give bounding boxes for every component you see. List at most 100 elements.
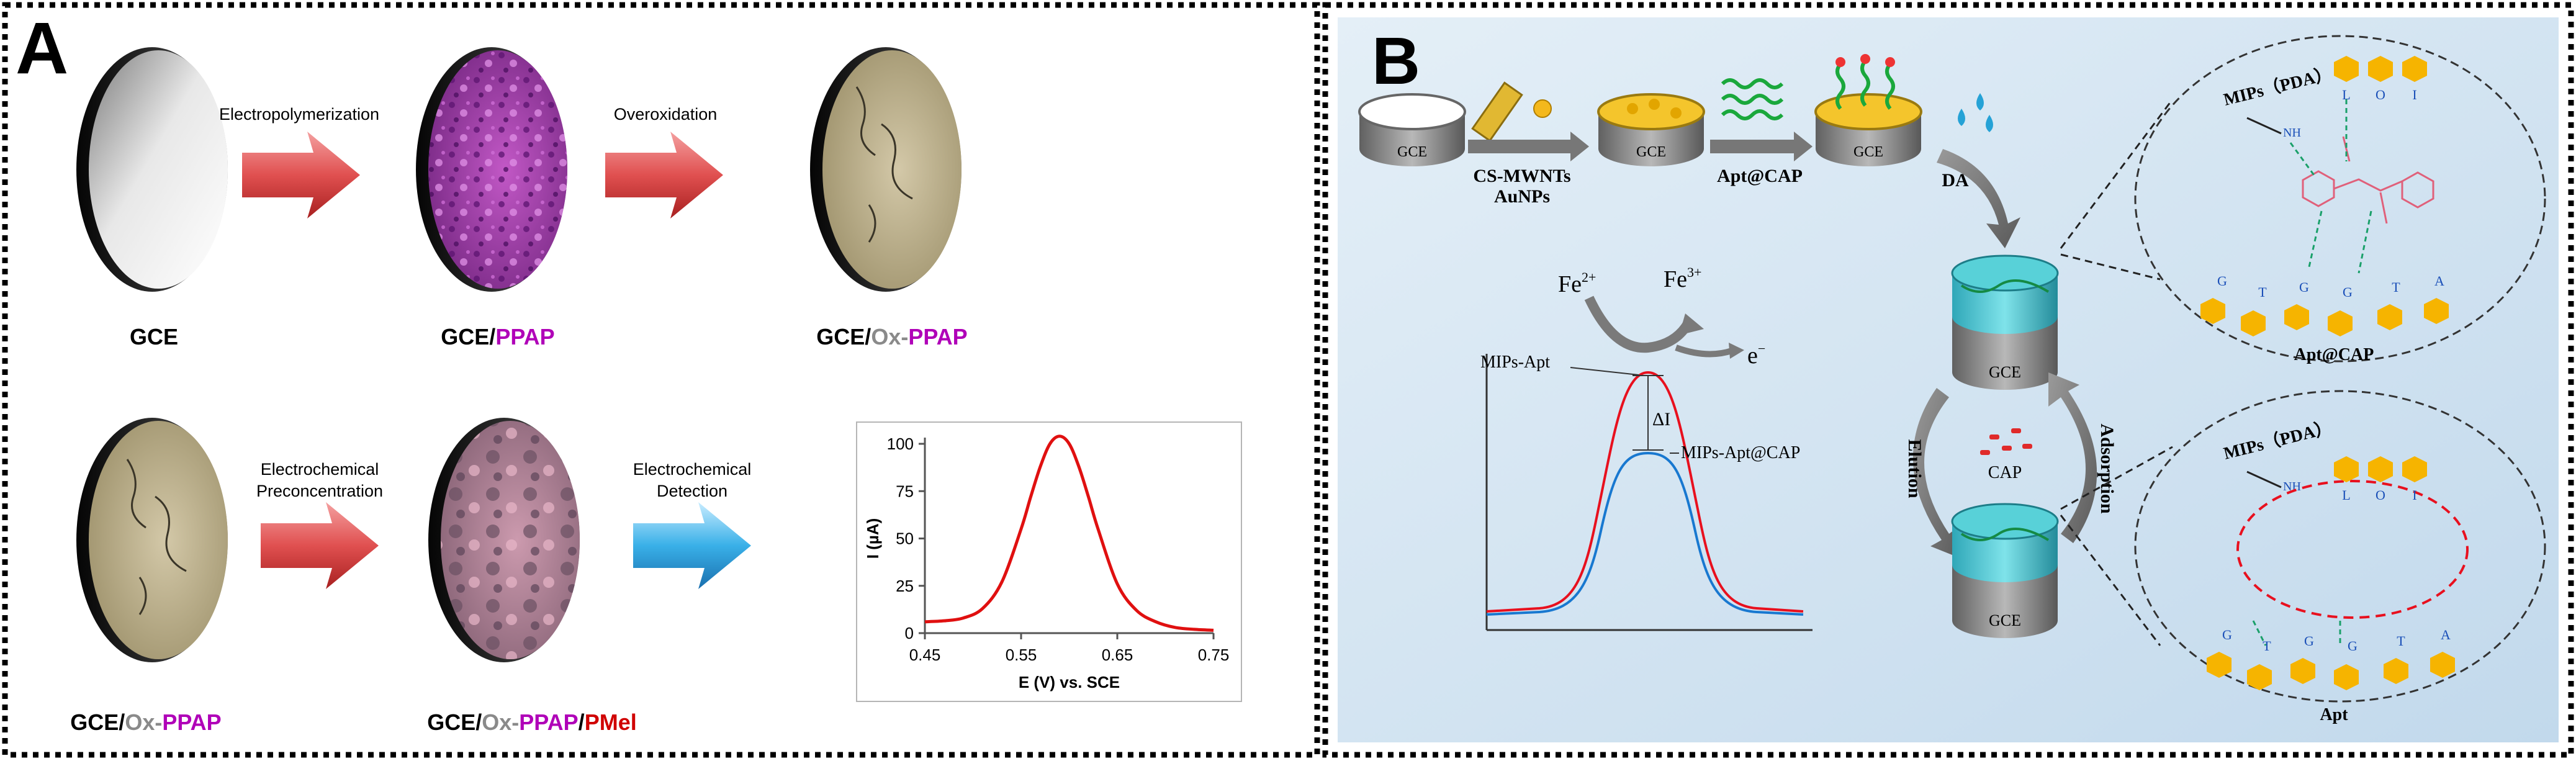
caption-gce-ox-ppap: GCE/Ox-PPAP xyxy=(816,324,967,349)
y-tick-label: 0 xyxy=(905,624,914,642)
step-aunps: AuNPs xyxy=(1494,186,1550,207)
voltammogram-chart: 0 25 50 75 100 0.45 0.55 0.65 0.75 I (µA) E (V)… xyxy=(856,421,1242,702)
step-detection-l2: Detection xyxy=(657,482,727,500)
inset-curve-mips-apt-cap xyxy=(1486,451,1804,616)
label-mips-apt-cap: MIPs-Apt@CAP xyxy=(1681,443,1800,462)
bottom-base-6: A xyxy=(2434,273,2444,289)
imprinted-cavity xyxy=(2236,480,2469,619)
label-mips-apt: MIPs-Apt xyxy=(1480,353,1550,372)
electrode-label-1: GCE xyxy=(1397,144,1427,160)
electrode-mips-top: GCE xyxy=(1951,254,2059,390)
electrode-label-3: GCE xyxy=(1853,144,1883,160)
cap-molecule-structure xyxy=(2302,136,2434,224)
b-hydrogen-bonds xyxy=(2252,620,2341,646)
zoom-top-bottom-bases: G T G G T A xyxy=(2200,273,2449,336)
aunp-icon xyxy=(1533,99,1552,118)
y-tick-label: 50 xyxy=(896,529,914,548)
inset-curve-mips-apt xyxy=(1486,371,1804,613)
zoom-top-top-bases: L O I xyxy=(2334,56,2427,102)
electrode-label-4: GCE xyxy=(1989,363,2021,381)
arrow-step-1 xyxy=(1468,132,1589,161)
zoom-bottom-caption: Apt xyxy=(2320,705,2348,724)
b-top-base-2: O xyxy=(2376,487,2385,503)
bottom-base-3: G xyxy=(2299,279,2309,295)
step-da: DA xyxy=(1942,170,1969,191)
bottom-base-2: T xyxy=(2258,284,2267,300)
top-base-2: O xyxy=(2376,87,2385,102)
electron-label: e− xyxy=(1747,341,1765,369)
arrow-da xyxy=(1937,149,2020,248)
aptamer-cluster xyxy=(1721,78,1784,120)
arrow-step-2 xyxy=(1710,132,1813,161)
electrode-label-5: GCE xyxy=(1989,611,2021,629)
da-droplets-icon xyxy=(1958,93,1993,132)
x-axis-label: E (V) vs. SCE xyxy=(1019,673,1120,691)
y-tick-label: 100 xyxy=(887,435,914,453)
panel-a-label: A xyxy=(16,7,68,89)
x-tick-label: 0.65 xyxy=(1102,646,1133,664)
fe2-label: Fe2+ xyxy=(1558,269,1596,297)
fe3-label: Fe3+ xyxy=(1664,264,1701,292)
b-bottom-base-5: T xyxy=(2397,633,2405,649)
x-tick-label: 0.55 xyxy=(1006,646,1037,664)
step-adsorption: Adsorption xyxy=(2097,423,2117,513)
zoom-lines xyxy=(2060,99,2174,646)
arrow-electropolymerization xyxy=(242,132,360,218)
redox-arrow xyxy=(1584,295,1693,353)
step-overoxidation: Overoxidation xyxy=(614,105,718,124)
caption-gce-ox-ppap-2: GCE/Ox-PPAP xyxy=(70,709,221,735)
y-tick-label: 75 xyxy=(896,482,914,500)
disc-gce-ox-ppap xyxy=(810,47,961,292)
x-tick-label: 0.45 xyxy=(909,646,941,664)
zoom-bottom-nh: NH xyxy=(2283,480,2301,493)
step-electropolymerization: Electropolymerization xyxy=(219,105,379,124)
bottom-base-4: G xyxy=(2343,284,2353,300)
top-base-3: I xyxy=(2412,87,2416,102)
step-apt-cap: Apt@CAP xyxy=(1717,166,1803,186)
inset-voltammogram: ΔI MIPs-Apt MIPs-Apt@CAP Fe2+ Fe3+ e− xyxy=(1480,264,1813,631)
electrode-modified: GCE xyxy=(1597,93,1705,166)
electrode-apt: GCE xyxy=(1814,54,1922,166)
top-base-1: L xyxy=(2342,87,2350,102)
electrode-label-2: GCE xyxy=(1636,144,1666,160)
hydrogen-bonds xyxy=(2289,99,2372,274)
step-cs-mwnts: CS-MWNTs xyxy=(1473,166,1570,186)
bottom-base-1: G xyxy=(2217,273,2227,289)
disc-gce-ox-ppap-2 xyxy=(76,418,228,662)
caption-gce-ppap: GCE/PPAP xyxy=(441,324,554,349)
b-bottom-base-2: T xyxy=(2263,638,2271,654)
disc-gce-ppap xyxy=(416,47,567,292)
b-bottom-base-4: G xyxy=(2348,638,2358,654)
arrow-preconcentration xyxy=(261,502,379,589)
step-preconcentration-l1: Electrochemical xyxy=(261,460,379,479)
step-cap: CAP xyxy=(1988,463,2022,482)
cap-molecules-icon xyxy=(1980,428,2032,455)
bottom-base-5: T xyxy=(2392,279,2400,295)
delta-i-label: ΔI xyxy=(1652,409,1670,430)
zoom-bottom-bottom-bases: G T G G T A xyxy=(2207,627,2455,690)
disc-gce-ox-ppap-pmel xyxy=(428,418,580,662)
b-top-base-3: I xyxy=(2412,487,2416,503)
zoom-top-nh: NH xyxy=(2283,126,2301,140)
disc-gce xyxy=(76,47,228,292)
b-bottom-base-6: A xyxy=(2441,627,2451,642)
arrow-adsorption xyxy=(2048,372,2097,543)
series-line-peak xyxy=(924,435,1214,632)
arrow-elution xyxy=(1912,388,1961,559)
zoom-bottom-top-bases: L O I xyxy=(2334,456,2427,503)
step-detection-l1: Electrochemical xyxy=(633,460,752,479)
b-bottom-base-3: G xyxy=(2304,633,2314,649)
y-tick-label: 25 xyxy=(896,577,914,595)
zoom-top-caption: Apt@CAP xyxy=(2294,345,2374,364)
step-preconcentration-l2: Preconcentration xyxy=(256,482,383,500)
caption-gce: GCE xyxy=(130,324,178,349)
y-axis-label: I (µA) xyxy=(863,518,882,559)
step-elution: Elution xyxy=(1904,439,1925,498)
caption-gce-ox-ppap-pmel: GCE/Ox-PPAP/PMel xyxy=(427,709,636,735)
panel-b-background xyxy=(1338,17,2559,742)
mwnt-icon xyxy=(1471,81,1523,142)
b-bottom-base-1: G xyxy=(2222,627,2232,642)
arrow-overoxidation xyxy=(605,132,723,218)
electrode-bare: GCE xyxy=(1358,93,1466,166)
